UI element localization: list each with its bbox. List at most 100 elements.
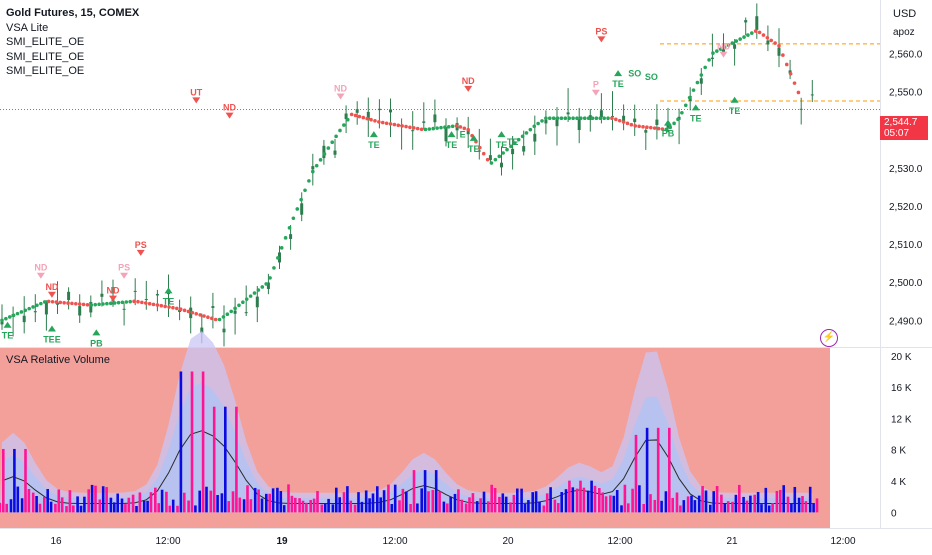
trail-dot [699, 73, 704, 77]
volume-bar [0, 502, 2, 513]
volume-bar [790, 503, 793, 513]
currency-label[interactable]: USD [893, 8, 917, 20]
volume-bar [401, 488, 405, 513]
volume-bar [764, 487, 768, 513]
trail-dot [761, 33, 766, 37]
volume-bar [756, 491, 760, 513]
volume-bar [309, 500, 312, 513]
volume-pane-title[interactable]: VSA Relative Volume [6, 354, 110, 366]
candle-body [311, 166, 315, 170]
candle-body [389, 109, 392, 113]
lightning-icon[interactable]: ⚡ [820, 329, 838, 347]
candle-body [266, 282, 270, 289]
trail-dot [147, 301, 152, 306]
signal-label: TE [496, 140, 508, 150]
trail-dot [252, 291, 257, 295]
trail-dot [687, 95, 692, 100]
volume-bar [279, 491, 283, 513]
volume-bar [357, 492, 360, 513]
unit-label[interactable]: apoz [893, 27, 915, 38]
trail-dot [54, 300, 59, 304]
volume-bar [660, 500, 663, 513]
volume-bar [183, 492, 186, 513]
volume-tick-label: 16 K [891, 383, 912, 394]
trail-dot [357, 114, 362, 119]
volume-bar [20, 498, 24, 513]
volume-bar [475, 501, 479, 513]
trail-dot [11, 313, 16, 318]
signal-up-triangle [369, 131, 378, 138]
trail-dot [260, 285, 265, 289]
trail-dot [384, 121, 389, 126]
volume-bar [598, 488, 601, 513]
volume-bar [368, 498, 371, 513]
trail-dot [439, 125, 443, 130]
candle-body [133, 290, 137, 292]
indicator-vsa-lite[interactable]: VSA Lite [6, 21, 49, 34]
trail-dot [683, 103, 688, 108]
signal-label: TE [2, 331, 14, 341]
signal-up-triangle [614, 70, 623, 77]
trail-dot [746, 33, 750, 37]
signal-label: TE [729, 106, 741, 116]
trail-dot [734, 39, 739, 43]
trail-dot [124, 300, 129, 304]
trail-dot [213, 317, 218, 322]
trail-dot [590, 116, 595, 121]
symbol-title[interactable]: Gold Futures, 15, COMEX [6, 7, 140, 19]
indicator-smi-1[interactable]: SMI_ELITE_OE [6, 36, 85, 48]
candle-body [233, 310, 237, 314]
trail-dot [132, 299, 136, 304]
trail-dot [691, 88, 696, 92]
trail-dot [136, 299, 140, 304]
signal-label: UT [190, 87, 202, 97]
candle-body [67, 291, 71, 301]
trail-dot [256, 288, 261, 292]
candle-body [588, 115, 592, 120]
trail-dot [501, 151, 505, 155]
trail-dot [781, 53, 785, 57]
signal-label: SO [628, 68, 641, 78]
volume-bar [557, 503, 560, 513]
volume-bar [420, 488, 423, 513]
trail-dot [377, 120, 381, 124]
trail-dot [7, 315, 12, 319]
volume-bar [342, 492, 346, 513]
trail-dot [516, 137, 521, 142]
volume-bar [120, 498, 124, 513]
volume-bar [449, 496, 452, 513]
candle-body [699, 78, 703, 84]
trail-dot [279, 246, 284, 250]
candle-body [366, 111, 370, 120]
signal-down-triangle [719, 51, 728, 58]
trail-dot [97, 302, 101, 307]
signal-down-triangle [36, 272, 45, 279]
indicator-smi-3[interactable]: SMI_ELITE_OE [6, 65, 85, 77]
signal-label: SO [645, 72, 658, 82]
volume-bar [268, 493, 271, 513]
trail-dot [291, 216, 296, 221]
trail-dot [283, 236, 288, 240]
trail-dot [70, 301, 74, 306]
candle-body [333, 150, 337, 155]
volume-bar [135, 506, 138, 513]
signal-label: TE [446, 140, 458, 150]
trail-dot [412, 126, 416, 130]
volume-bar [731, 501, 734, 513]
volume-bar [138, 492, 142, 513]
indicator-smi-2[interactable]: SMI_ELITE_OE [6, 50, 85, 63]
volume-bar [527, 500, 530, 513]
candle-body [355, 109, 359, 113]
volume-bar [582, 487, 586, 513]
volume-bar [220, 493, 224, 513]
volume-bar [701, 486, 704, 513]
candle-body [255, 296, 259, 308]
volume-bar [346, 486, 349, 513]
trail-dot [536, 121, 540, 126]
trail-dot [361, 115, 366, 120]
trail-dot [458, 125, 463, 129]
trail-dot [567, 116, 572, 121]
trail-dot [0, 318, 4, 323]
